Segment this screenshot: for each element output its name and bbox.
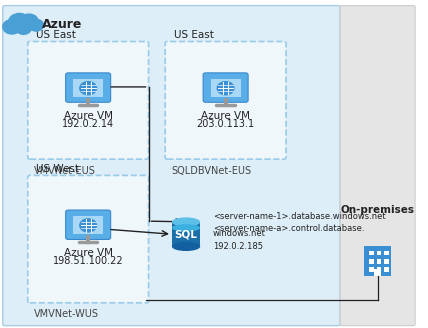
FancyBboxPatch shape — [377, 259, 381, 264]
FancyBboxPatch shape — [384, 267, 389, 272]
Text: US East: US East — [173, 30, 214, 40]
Ellipse shape — [172, 242, 200, 251]
Text: <server-name-a>.control.database.: <server-name-a>.control.database. — [213, 224, 365, 233]
FancyBboxPatch shape — [384, 251, 389, 256]
FancyBboxPatch shape — [65, 210, 111, 239]
Text: US East: US East — [36, 30, 76, 40]
Text: Azure VM: Azure VM — [64, 111, 113, 121]
FancyBboxPatch shape — [65, 73, 111, 102]
FancyBboxPatch shape — [374, 269, 381, 276]
Text: VMVNet-WUS: VMVNet-WUS — [34, 309, 99, 319]
FancyBboxPatch shape — [369, 259, 374, 264]
Ellipse shape — [172, 224, 200, 232]
Text: SQLDBVNet-EUS: SQLDBVNet-EUS — [172, 166, 252, 175]
Text: windows.net: windows.net — [213, 229, 266, 238]
Text: Azure: Azure — [42, 18, 83, 31]
FancyBboxPatch shape — [377, 251, 381, 256]
FancyBboxPatch shape — [28, 175, 149, 303]
Text: 198.51.100.22: 198.51.100.22 — [53, 256, 123, 266]
FancyBboxPatch shape — [211, 79, 241, 97]
Text: VMVNet-EUS: VMVNet-EUS — [34, 166, 96, 175]
FancyBboxPatch shape — [73, 79, 103, 97]
FancyBboxPatch shape — [172, 222, 200, 246]
Text: 192.0.2.185: 192.0.2.185 — [213, 242, 263, 251]
FancyBboxPatch shape — [73, 216, 103, 234]
FancyBboxPatch shape — [377, 267, 381, 272]
FancyBboxPatch shape — [165, 42, 286, 159]
FancyBboxPatch shape — [384, 259, 389, 264]
Circle shape — [80, 219, 96, 232]
Text: Azure VM: Azure VM — [201, 111, 250, 121]
Text: US West: US West — [36, 164, 79, 174]
Circle shape — [217, 82, 234, 95]
Circle shape — [9, 13, 30, 31]
Circle shape — [20, 14, 38, 29]
Text: <server-name-1>.database.windows.net: <server-name-1>.database.windows.net — [213, 212, 386, 221]
FancyBboxPatch shape — [364, 246, 391, 276]
Circle shape — [16, 23, 31, 34]
Text: On-premises: On-premises — [341, 205, 415, 215]
FancyBboxPatch shape — [369, 251, 374, 256]
Ellipse shape — [172, 217, 200, 227]
FancyBboxPatch shape — [203, 73, 248, 102]
Circle shape — [3, 20, 21, 34]
Circle shape — [29, 19, 44, 31]
Text: SQL: SQL — [175, 229, 197, 239]
FancyBboxPatch shape — [28, 42, 149, 159]
FancyBboxPatch shape — [369, 267, 374, 272]
Text: 192.0.2.14: 192.0.2.14 — [62, 119, 114, 129]
Circle shape — [80, 82, 96, 95]
FancyBboxPatch shape — [3, 6, 340, 326]
Text: 203.0.113.1: 203.0.113.1 — [196, 119, 255, 129]
Text: Azure VM: Azure VM — [64, 248, 113, 258]
FancyBboxPatch shape — [340, 6, 415, 326]
